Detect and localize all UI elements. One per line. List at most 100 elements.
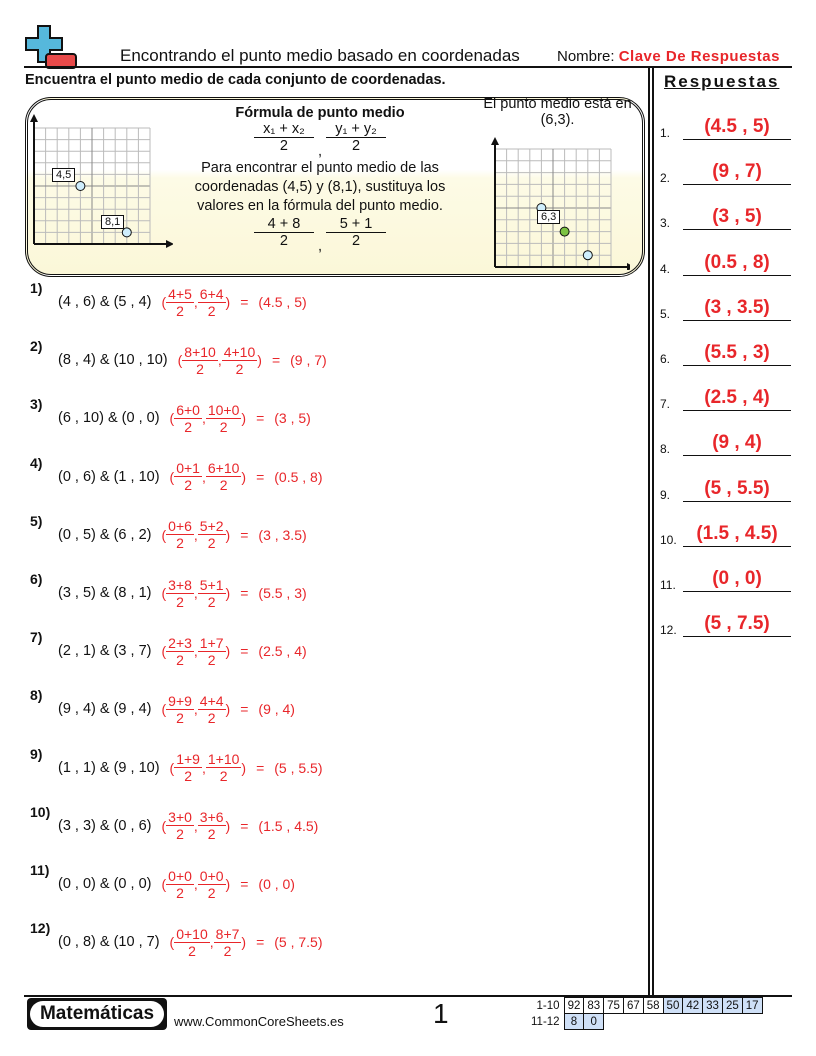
x-numerator: 2+3 bbox=[166, 634, 194, 652]
y-numerator: 5+1 bbox=[197, 576, 226, 594]
formula-block: Fórmula de punto medio x₁ + x₂ 2 , y₁ + y… bbox=[175, 105, 465, 255]
y-numerator: 1+7 bbox=[197, 634, 226, 652]
example-y-numerator: 5 + 1 bbox=[326, 216, 387, 234]
score-row: 1-10 92 83 75 67 58 50 42 33 25 17 bbox=[528, 997, 763, 1014]
score-cell: 50 bbox=[662, 997, 684, 1014]
x-numerator: 1+9 bbox=[174, 751, 202, 769]
example-graph-points bbox=[30, 114, 173, 248]
answer-number: 3. bbox=[660, 216, 671, 231]
answer-line: 12. (5 , 7.5) bbox=[660, 607, 792, 638]
denominator: 2 bbox=[188, 942, 196, 959]
problem-row: 6) (3 , 5) & (8 , 1) ( 3+8 2, 5+1 2) = (5.5… bbox=[30, 571, 307, 613]
equals-sign: = bbox=[271, 352, 281, 369]
problem-number: 4) bbox=[30, 454, 43, 471]
y-numerator: 4+10 bbox=[221, 343, 258, 361]
equals-sign: = bbox=[240, 643, 249, 660]
answer-number: 5. bbox=[660, 306, 671, 321]
equals-sign: = bbox=[240, 817, 249, 834]
problem-solution: ( 0+10 2, 8+7 2) = (5 , 7.5) bbox=[169, 925, 323, 959]
denominator: 2 bbox=[176, 593, 184, 610]
denominator: 2 bbox=[176, 884, 184, 901]
problem-points: (4 , 6) & (5 , 4) bbox=[58, 294, 152, 310]
x-numerator: 0+0 bbox=[166, 867, 194, 885]
denominator: 2 bbox=[207, 302, 216, 319]
answer-value: (5 , 7.5) bbox=[704, 613, 770, 635]
problem-points: (0 , 5) & (6 , 2) bbox=[58, 526, 152, 543]
denominator: 2 bbox=[235, 360, 244, 377]
answer-value: (2.5 , 4) bbox=[704, 387, 770, 409]
y-numerator: 6+10 bbox=[205, 460, 242, 478]
score-cell: 75 bbox=[603, 997, 624, 1014]
problem-points: (2 , 1) & (3 , 7) bbox=[58, 643, 152, 660]
denominator: 2 bbox=[207, 709, 216, 726]
header-divider bbox=[24, 66, 792, 68]
answer-number: 6. bbox=[660, 352, 671, 366]
problem-number: 7) bbox=[30, 629, 43, 646]
answer-underline bbox=[683, 636, 791, 638]
answer-underline bbox=[683, 139, 791, 140]
problem-result: (0 , 0) bbox=[258, 876, 295, 892]
formula-x-numerator: x₁ + x₂ bbox=[253, 121, 314, 138]
problem-number: 12) bbox=[30, 920, 51, 937]
logo-text: Matemáticas bbox=[30, 1001, 164, 1027]
y-numerator: 5+2 bbox=[197, 518, 226, 536]
answer-number: 11. bbox=[660, 578, 676, 592]
problem-points: (0 , 8) & (10 , 7) bbox=[58, 934, 160, 951]
website: www.CommonCoreSheets.es bbox=[174, 1014, 344, 1029]
problem-solution: ( 3+0 2, 3+6 2) = (1.5 , 4.5) bbox=[161, 809, 319, 843]
x-numerator: 0+6 bbox=[166, 518, 194, 536]
problem-result: (3 , 3.5) bbox=[258, 526, 307, 543]
problem-result: (5 , 7.5) bbox=[274, 934, 323, 951]
problem-points: (8 , 4) & (10 , 10) bbox=[58, 352, 168, 369]
problem-number: 9) bbox=[30, 745, 43, 762]
problem-solution: ( 8+10 2, 4+10 2) = (9 , 7) bbox=[177, 343, 327, 377]
problem-number: 2) bbox=[30, 338, 43, 355]
y-numerator: 1+10 bbox=[205, 751, 242, 769]
problem-solution: ( 9+9 2, 4+4 2) = (9 , 4) bbox=[161, 692, 295, 726]
y-numerator: 8+7 bbox=[213, 925, 242, 943]
denominator: 2 bbox=[207, 651, 216, 668]
denominator: 2 bbox=[184, 768, 192, 785]
answer-underline bbox=[683, 184, 791, 186]
formula-denominator: 2 bbox=[279, 138, 288, 154]
problem-number: 3) bbox=[30, 396, 43, 413]
answer-underline bbox=[683, 229, 791, 231]
denominator: 2 bbox=[223, 942, 232, 959]
logo-plus-minus-icon bbox=[25, 25, 77, 69]
point-label-a: 4,5 bbox=[52, 168, 76, 182]
equals-sign: = bbox=[256, 468, 265, 485]
problem-number: 8) bbox=[30, 687, 43, 704]
answer-line: 3. (3 , 5) bbox=[660, 200, 792, 231]
equals-sign: = bbox=[256, 759, 265, 776]
answer-number: 2. bbox=[660, 171, 671, 186]
answer-line: 4. (0.5 , 8) bbox=[660, 246, 792, 276]
answers-heading: Respuestas bbox=[664, 72, 780, 91]
page-number: 1 bbox=[433, 998, 449, 1029]
problem-row: 11) (0 , 0) & (0 , 0) ( 0+0 2, 0+0 2) = (0 … bbox=[30, 862, 295, 904]
example-x-numerator: 4 + 8 bbox=[253, 216, 314, 234]
denominator: 2 bbox=[176, 826, 184, 843]
answer-underline bbox=[683, 455, 791, 457]
score-cell: 33 bbox=[702, 997, 723, 1014]
answer-line: 5. (3 , 3.5) bbox=[660, 291, 792, 321]
problem-result: (9 , 4) bbox=[258, 701, 295, 718]
problem-number: 6) bbox=[30, 571, 43, 587]
answer-underline bbox=[683, 545, 791, 547]
x-numerator: 9+9 bbox=[166, 692, 194, 710]
problem-points: (0 , 6) & (1 , 10) bbox=[58, 468, 160, 485]
problem-result: (5 , 5.5) bbox=[274, 759, 323, 776]
answer-line: 11. (0 , 0) bbox=[660, 562, 792, 592]
problem-number: 1) bbox=[30, 280, 43, 296]
answer-number: 4. bbox=[660, 261, 671, 276]
score-cell: 17 bbox=[741, 997, 763, 1014]
problem-solution: ( 3+8 2, 5+1 2) = (5.5 , 3) bbox=[161, 576, 307, 610]
answer-number: 7. bbox=[660, 397, 671, 412]
point-label-b: 8,1 bbox=[101, 215, 125, 229]
score-cell: 92 bbox=[563, 997, 585, 1014]
denominator: 2 bbox=[207, 884, 216, 901]
example-explanation: Para encontrar el punto medio de las coo… bbox=[194, 160, 446, 215]
answer-line: 6. (5.5 , 3) bbox=[660, 336, 792, 366]
answer-line: 2. (9 , 7) bbox=[660, 155, 792, 186]
y-numerator: 10+0 bbox=[205, 401, 242, 419]
example-denominator: 2 bbox=[279, 233, 288, 250]
